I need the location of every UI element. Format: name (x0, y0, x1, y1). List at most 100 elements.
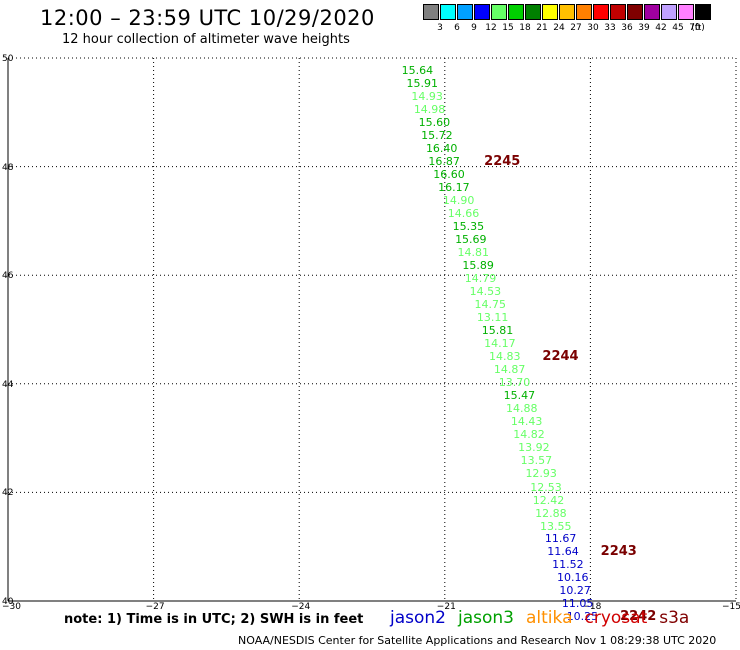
color-bin-label: 70 (689, 23, 701, 33)
wave-height-value: 14.79 (464, 272, 497, 285)
color-bin (610, 4, 626, 20)
color-bin (525, 4, 541, 20)
satellite-name: cryosat (584, 608, 648, 628)
wave-height-value: 14.93 (411, 90, 443, 104)
wave-height-value: 13.55 (540, 519, 572, 533)
color-bin (491, 4, 507, 20)
wave-height-value: 11.64 (547, 545, 579, 559)
wave-height-value: 14.43 (510, 415, 543, 429)
wave-height-value: 15.47 (503, 389, 536, 403)
pass-time-label: 2243 (600, 544, 637, 560)
latitude-label: 48 (2, 162, 14, 173)
longitude-label: −30 (2, 602, 21, 612)
longitude-label: −24 (291, 602, 311, 612)
wave-height-value: 14.83 (489, 350, 521, 364)
color-bin (474, 4, 490, 20)
pass-time-label: 2245 (484, 153, 521, 169)
satellite-name: jason2 (390, 608, 446, 628)
page-subtitle: 12 hour collection of altimeter wave hei… (62, 32, 350, 47)
wave-height-value: 11.52 (552, 558, 584, 572)
wave-height-value: 14.81 (457, 245, 489, 259)
wave-height-value: 14.98 (413, 103, 446, 117)
color-unit-label: (ft) (691, 23, 705, 33)
color-bin-label: 15 (502, 23, 514, 33)
wave-height-value: 14.90 (442, 193, 475, 207)
color-bin-label: 36 (621, 23, 633, 33)
color-bin (542, 4, 558, 20)
color-bin-label: 21 (536, 23, 548, 33)
wave-height-value: 10.27 (559, 584, 591, 598)
wave-height-value: 14.82 (513, 428, 545, 442)
pass-time-label: 2242 (620, 608, 657, 624)
color-bin-label: 27 (570, 23, 582, 33)
wave-height-value: 14.66 (447, 206, 480, 220)
satellite-legend: jason2 jason3 altika cryosat s3a (390, 608, 701, 628)
satellite-name: altika (526, 608, 573, 628)
wave-height-value: 14.75 (474, 298, 506, 312)
wave-height-value: 14.88 (506, 402, 538, 416)
wave-height-value: 15.60 (418, 115, 451, 129)
color-bin-label: 18 (519, 23, 531, 33)
latitude-label: 42 (2, 488, 14, 499)
wave-height-value: 16.17 (438, 180, 470, 194)
wave-height-value: 15.64 (401, 64, 434, 78)
color-bin (678, 4, 694, 20)
footnote: note: 1) Time is in UTC; 2) SWH is in fe… (64, 612, 364, 627)
wave-height-value: 14.53 (469, 285, 502, 299)
longitude-label: −21 (436, 602, 456, 612)
color-bin-label: 3 (437, 23, 443, 33)
page-title: 12:00 – 23:59 UTC 10/29/2020 (40, 6, 375, 30)
color-bin (423, 4, 439, 20)
color-bin-label: 39 (638, 23, 650, 33)
color-bin (661, 4, 677, 20)
wave-height-value: 12.42 (532, 493, 565, 507)
color-bin-label: 45 (672, 23, 684, 33)
longitude-label: −18 (582, 602, 602, 612)
color-bin (457, 4, 473, 20)
wave-height-value: 15.89 (462, 258, 494, 272)
wave-height-value: 11.05 (561, 596, 594, 610)
color-bin-label: 30 (587, 23, 599, 33)
color-bin (593, 4, 609, 20)
wave-height-value: 15.91 (406, 77, 439, 91)
wave-height-value: 10.16 (556, 571, 589, 585)
wave-height-value: 15.69 (455, 232, 487, 246)
wave-height-value: 14.17 (484, 337, 516, 351)
wave-height-value: 13.57 (520, 454, 553, 468)
wave-height-value: 15.81 (481, 324, 514, 338)
wave-height-value: 10.25 (566, 609, 599, 623)
color-bin (695, 4, 711, 20)
color-bin (644, 4, 660, 20)
latitude-label: 40 (2, 597, 14, 607)
wave-height-value: 11.67 (544, 532, 577, 546)
latitude-label: 46 (2, 271, 14, 282)
wave-height-value: 13.70 (498, 376, 531, 390)
longitude-label: −15 (722, 602, 740, 612)
wave-height-value: 12.53 (530, 480, 562, 494)
wave-height-value: 14.87 (493, 363, 526, 377)
wave-height-value: 12.93 (525, 467, 557, 481)
color-bin (508, 4, 524, 20)
wave-height-value: 16.60 (433, 167, 465, 181)
wave-height-value: 16.87 (428, 154, 460, 168)
color-bin-label: 12 (485, 23, 497, 33)
wave-height-value: 15.72 (421, 128, 453, 142)
color-bin (440, 4, 456, 20)
color-bin-label: 42 (655, 23, 667, 33)
color-bin-label: 33 (604, 23, 616, 33)
latitude-label: 44 (2, 379, 14, 390)
color-bin (627, 4, 643, 20)
satellite-name: s3a (659, 608, 690, 628)
credit-line: NOAA/NESDIS Center for Satellite Applica… (238, 634, 717, 647)
wave-height-value: 13.92 (518, 441, 550, 455)
color-bin-label: 9 (471, 23, 477, 33)
color-bin-label: 24 (553, 23, 565, 33)
wave-height-value: 16.40 (425, 141, 458, 155)
pass-time-label: 2244 (542, 349, 579, 365)
longitude-label: −27 (145, 602, 165, 612)
color-bin (576, 4, 592, 20)
latitude-label: 50 (2, 54, 14, 64)
wave-height-value: 15.35 (452, 219, 485, 233)
wave-height-value: 13.11 (476, 311, 509, 325)
